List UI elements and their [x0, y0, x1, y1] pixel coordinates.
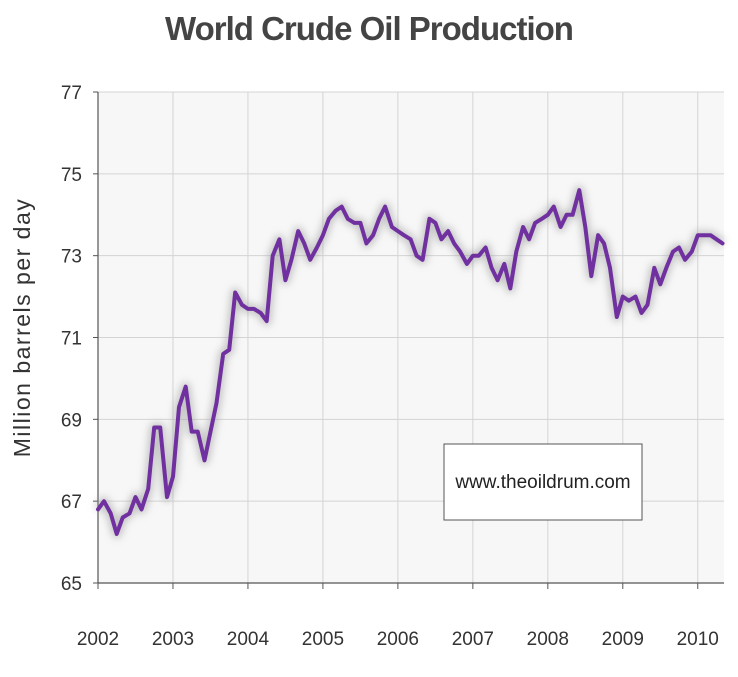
chart-title: World Crude Oil Production — [165, 10, 574, 47]
x-tick-label: 2007 — [452, 629, 494, 650]
x-tick-label: 2002 — [77, 629, 119, 650]
x-tick-label: 2003 — [152, 629, 194, 650]
annotation-box — [443, 443, 643, 521]
y-axis-label: Million barrels per day — [9, 198, 35, 457]
y-tick-label: 67 — [61, 492, 82, 513]
x-tick-label: 2004 — [227, 629, 270, 650]
x-tick-label: 2010 — [677, 629, 719, 650]
x-tick-label: 2005 — [302, 629, 344, 650]
x-tick-label: 2009 — [602, 629, 644, 650]
y-tick-label: 65 — [61, 574, 82, 595]
y-tick-label: 75 — [61, 165, 82, 186]
x-tick-label: 2006 — [377, 629, 419, 650]
x-tick-label: 2008 — [527, 629, 569, 650]
y-tick-label: 73 — [61, 247, 82, 268]
y-tick-label: 77 — [61, 83, 82, 104]
annotation-text: www.theoildrum.com — [454, 472, 630, 493]
series-line — [96, 188, 725, 536]
y-tick-label: 71 — [61, 329, 82, 350]
y-tick-label: 69 — [61, 410, 82, 431]
